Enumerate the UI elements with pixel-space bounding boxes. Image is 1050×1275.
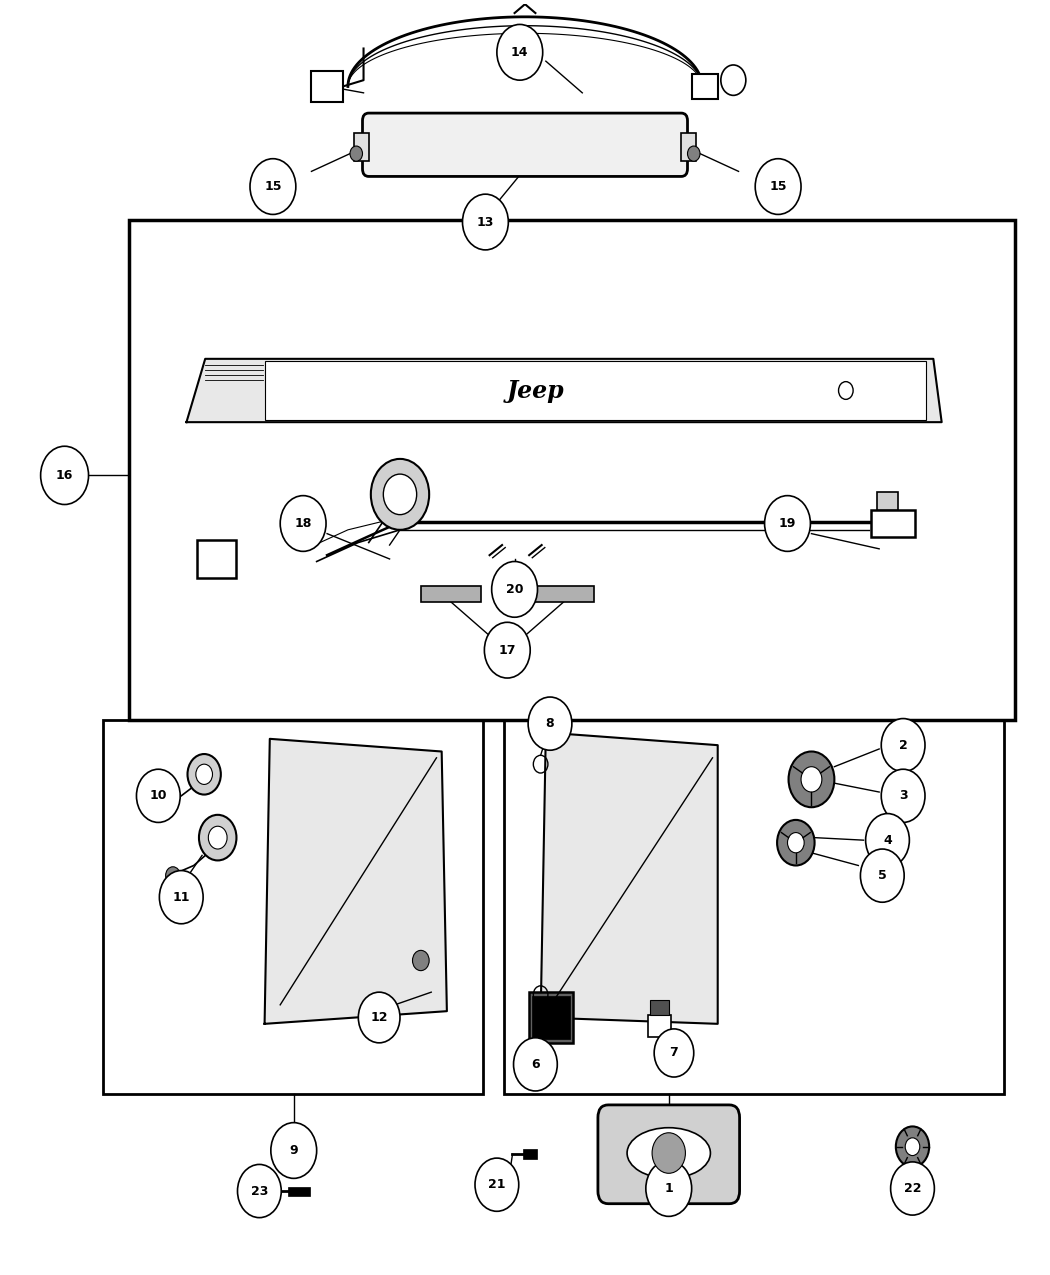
Circle shape <box>654 1029 694 1077</box>
Circle shape <box>271 1122 317 1178</box>
Bar <box>312 71 342 102</box>
Circle shape <box>491 561 538 617</box>
Circle shape <box>646 1160 692 1216</box>
Circle shape <box>208 826 227 849</box>
Circle shape <box>160 871 203 924</box>
Bar <box>532 996 570 1039</box>
Text: Jeep: Jeep <box>506 379 564 403</box>
Circle shape <box>688 147 700 161</box>
Circle shape <box>789 751 835 807</box>
Bar <box>265 361 926 419</box>
Text: 15: 15 <box>770 180 786 193</box>
Text: 1: 1 <box>665 1182 673 1195</box>
Circle shape <box>413 950 429 970</box>
Text: 16: 16 <box>56 469 74 482</box>
Circle shape <box>196 764 212 784</box>
Bar <box>421 585 481 602</box>
Text: 22: 22 <box>904 1182 921 1195</box>
FancyBboxPatch shape <box>597 1105 739 1204</box>
Circle shape <box>890 1162 934 1215</box>
Text: 10: 10 <box>149 789 167 802</box>
Text: 14: 14 <box>511 46 528 59</box>
Bar <box>529 992 573 1043</box>
Circle shape <box>721 65 745 96</box>
Bar <box>870 510 915 538</box>
Circle shape <box>166 867 181 885</box>
Circle shape <box>237 1164 281 1218</box>
Circle shape <box>350 147 362 161</box>
Text: 20: 20 <box>506 583 523 595</box>
Circle shape <box>280 496 327 551</box>
Text: 11: 11 <box>172 891 190 904</box>
Circle shape <box>513 1038 558 1091</box>
Circle shape <box>136 769 181 822</box>
Circle shape <box>755 158 801 214</box>
Text: 3: 3 <box>899 789 907 802</box>
Text: 18: 18 <box>294 516 312 530</box>
Text: 6: 6 <box>531 1058 540 1071</box>
Text: 2: 2 <box>899 738 907 752</box>
Bar <box>196 541 236 578</box>
FancyBboxPatch shape <box>362 113 688 176</box>
Bar <box>103 720 483 1094</box>
Circle shape <box>788 833 804 853</box>
Bar <box>692 74 718 99</box>
Text: 23: 23 <box>251 1184 268 1197</box>
Text: 12: 12 <box>371 1011 387 1024</box>
Circle shape <box>371 459 429 530</box>
Text: 13: 13 <box>477 215 495 228</box>
Bar <box>288 1187 311 1196</box>
Circle shape <box>462 194 508 250</box>
Bar <box>648 1015 671 1037</box>
Circle shape <box>860 849 904 903</box>
Circle shape <box>484 622 530 678</box>
Circle shape <box>250 158 296 214</box>
Bar <box>533 585 593 602</box>
Circle shape <box>497 24 543 80</box>
Circle shape <box>881 719 925 771</box>
Circle shape <box>198 815 236 861</box>
Text: 9: 9 <box>290 1144 298 1156</box>
Polygon shape <box>187 358 942 422</box>
Circle shape <box>358 992 400 1043</box>
Circle shape <box>881 769 925 822</box>
Text: 4: 4 <box>883 834 891 847</box>
Text: 17: 17 <box>499 644 516 657</box>
Bar <box>650 1000 669 1015</box>
Ellipse shape <box>627 1127 711 1178</box>
Bar <box>681 134 696 161</box>
Circle shape <box>865 813 909 867</box>
Circle shape <box>652 1132 686 1173</box>
Text: 15: 15 <box>265 180 281 193</box>
Bar <box>877 492 898 510</box>
Bar <box>523 1149 538 1159</box>
Text: 5: 5 <box>878 870 886 882</box>
Circle shape <box>764 496 811 551</box>
Circle shape <box>41 446 88 505</box>
Circle shape <box>383 474 417 515</box>
Text: 8: 8 <box>546 717 554 731</box>
Text: 21: 21 <box>488 1178 506 1191</box>
Text: 7: 7 <box>670 1047 678 1060</box>
Circle shape <box>801 766 822 792</box>
Bar <box>504 720 1004 1094</box>
Polygon shape <box>265 738 447 1024</box>
Circle shape <box>475 1158 519 1211</box>
Circle shape <box>528 697 572 750</box>
Polygon shape <box>541 733 718 1024</box>
Circle shape <box>188 754 220 794</box>
Text: 19: 19 <box>779 516 796 530</box>
Bar <box>129 219 1014 720</box>
Circle shape <box>896 1126 929 1167</box>
Bar <box>354 134 369 161</box>
Circle shape <box>777 820 815 866</box>
Circle shape <box>905 1137 920 1155</box>
